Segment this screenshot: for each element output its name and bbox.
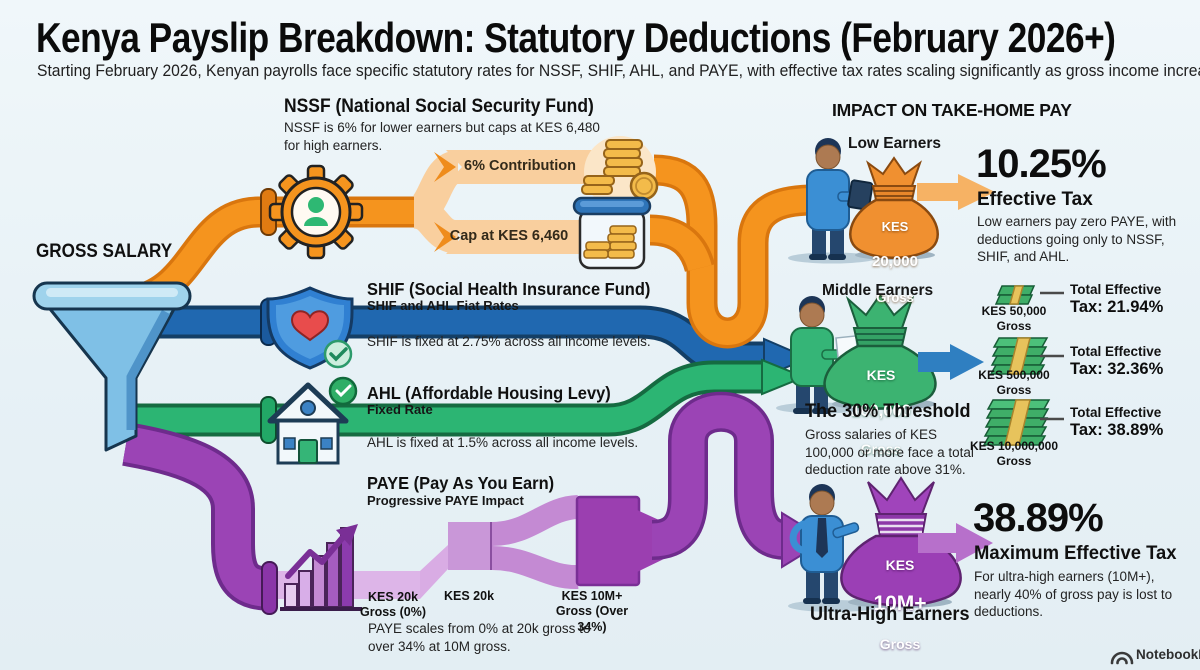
ultra-earner-bag-label: KES 10M+ Gross <box>856 538 944 670</box>
tax-row-amount: KES 10,000,000 Gross <box>969 439 1059 468</box>
notebooklm-logo-icon <box>1110 651 1134 665</box>
tax-row-label: Total Effective <box>1070 344 1162 359</box>
nssf-title: NSSF (National Social Security Fund) <box>284 96 594 117</box>
middle-earner-moneybag <box>823 293 937 410</box>
low-earner-arrow <box>917 174 995 210</box>
coin-jar-icon <box>572 196 652 270</box>
page-subtitle: Starting February 2026, Kenyan payrolls … <box>37 62 1200 80</box>
ultra-earner-arrow <box>918 523 993 563</box>
bag-line: 10M+ <box>873 592 927 616</box>
ahl-pipe <box>118 358 807 437</box>
tax-row-amount: KES 50,000 Gross <box>981 304 1047 333</box>
low-earner-stat-label: Effective Tax <box>977 189 1093 210</box>
paye-subtitle: Progressive PAYE Impact <box>367 493 524 508</box>
cash-stack-large-icon <box>982 399 1051 446</box>
bag-line: Gross <box>876 289 914 305</box>
shif-title: SHIF (Social Health Insurance Fund) <box>367 279 651 299</box>
threshold-title: The 30% Threshold <box>805 401 971 422</box>
bag-line: Gross <box>860 440 902 457</box>
low-earner-stat: 10.25% <box>976 142 1107 186</box>
low-earners-label: Low Earners <box>848 135 942 152</box>
page-title: Kenya Payslip Breakdown: Statutory Deduc… <box>36 14 1116 61</box>
ultra-earner-stat-label: Maximum Effective Tax <box>974 543 1177 564</box>
low-earner-bag-label: KES 20,000 Gross <box>855 200 935 324</box>
impact-header: IMPACT ON TAKE-HOME PAY <box>832 100 1072 120</box>
ultra-earner-description: For ultra-high earners (10M+), nearly 40… <box>974 569 1173 620</box>
nssf-branch-top-band <box>446 150 592 184</box>
ahl-description: AHL is fixed at 1.5% across all income l… <box>367 435 639 450</box>
gear-person-icon <box>268 164 364 260</box>
nssf-branch-top-label: 6% Contribution <box>464 158 576 174</box>
nssf-branch-bottom-label: Cap at KES 6,460 <box>449 228 569 244</box>
tax-row-label: Total Effective <box>1070 405 1162 420</box>
ahl-title: AHL (Affordable Housing Levy) <box>367 383 611 403</box>
paye-label-high: KES 10M+ Gross (Over 34%) <box>555 589 629 634</box>
ahl-subtitle: Fixed Rate <box>367 402 433 417</box>
bag-line: KES <box>885 556 915 573</box>
ultra-earner-moneybag <box>840 476 962 608</box>
cash-stack-small-icon <box>994 285 1036 305</box>
shif-description: SHIF is fixed at 2.75% across all income… <box>367 334 651 349</box>
paye-label-low: KES 20k Gross (0%) <box>360 590 426 620</box>
low-earner-moneybag <box>849 156 939 260</box>
shield-heart-icon <box>266 286 354 370</box>
bag-line: KES <box>866 366 896 383</box>
threshold-text: Gross salaries of KES 100,000 or more fa… <box>805 427 974 478</box>
ultra-earner-stat: 38.89% <box>973 496 1104 540</box>
shif-pipe <box>130 305 811 379</box>
ultra-earners-label: Ultra-High Earners <box>810 604 970 625</box>
watermark: NotebookLM <box>1136 647 1200 662</box>
paye-note: PAYE scales from 0% at 20k gross to over… <box>368 621 591 654</box>
paye-title: PAYE (Pay As You Earn) <box>367 473 555 493</box>
nssf-branch-bottom-band <box>446 220 580 254</box>
middle-earners-label: Middle Earners <box>822 282 934 299</box>
bag-line: KES <box>881 218 909 234</box>
low-earner-description: Low earners pay zero PAYE, with deductio… <box>977 214 1177 265</box>
nssf-pipe <box>131 150 824 349</box>
growth-bars-icon <box>280 524 362 611</box>
tax-row-value: Tax: 32.36% <box>1070 360 1164 378</box>
bag-line: 100,000 <box>851 402 911 421</box>
bag-line: Gross <box>879 635 921 652</box>
coins-icon <box>581 136 659 208</box>
paye-label-mid: KES 20k <box>443 589 495 603</box>
tax-row-value: Tax: 21.94% <box>1070 298 1164 316</box>
low-earner-person <box>788 138 876 264</box>
middle-earner-arrow <box>918 344 984 380</box>
tax-row-value: Tax: 38.89% <box>1070 421 1164 439</box>
tax-row-amount: KES 500,000 Gross <box>978 368 1050 397</box>
shif-subtitle: SHIF and AHL Fiat Rates <box>367 298 519 313</box>
bag-line: 20,000 <box>872 253 918 271</box>
ultra-earner-person <box>788 484 880 612</box>
tax-row-label: Total Effective <box>1070 282 1162 297</box>
gross-salary-label: GROSS SALARY <box>36 241 173 262</box>
funnel-icon <box>32 281 192 452</box>
nssf-description: NSSF is 6% for lower earners but caps at… <box>284 120 600 153</box>
paye-coupling <box>261 561 278 615</box>
middle-earner-bag-label: KES 100,000 Gross <box>836 348 926 476</box>
house-check-icon <box>267 376 358 465</box>
